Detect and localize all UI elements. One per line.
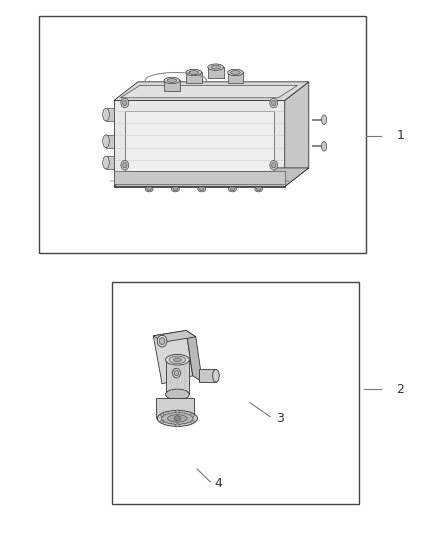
Polygon shape xyxy=(114,171,285,184)
Ellipse shape xyxy=(254,187,262,192)
Ellipse shape xyxy=(198,187,206,192)
Ellipse shape xyxy=(321,115,327,125)
Ellipse shape xyxy=(173,358,181,362)
Polygon shape xyxy=(106,108,114,121)
Ellipse shape xyxy=(256,188,261,191)
Ellipse shape xyxy=(176,424,179,427)
Ellipse shape xyxy=(174,416,180,421)
Ellipse shape xyxy=(173,188,178,191)
Ellipse shape xyxy=(145,187,153,192)
Polygon shape xyxy=(164,80,180,91)
Polygon shape xyxy=(285,82,309,187)
Ellipse shape xyxy=(167,415,187,422)
Text: 4: 4 xyxy=(215,478,223,490)
Ellipse shape xyxy=(208,64,224,70)
Ellipse shape xyxy=(167,78,177,82)
Ellipse shape xyxy=(176,410,179,413)
Ellipse shape xyxy=(166,389,189,400)
Text: 3: 3 xyxy=(276,412,284,425)
Ellipse shape xyxy=(121,98,129,108)
Polygon shape xyxy=(166,360,189,394)
Ellipse shape xyxy=(123,100,127,106)
Ellipse shape xyxy=(159,338,165,344)
Ellipse shape xyxy=(230,188,234,191)
Ellipse shape xyxy=(102,108,110,121)
Ellipse shape xyxy=(270,98,278,108)
Polygon shape xyxy=(106,156,114,169)
Polygon shape xyxy=(114,168,309,187)
Text: 1: 1 xyxy=(396,130,404,142)
Polygon shape xyxy=(186,330,202,382)
Polygon shape xyxy=(114,82,309,100)
Ellipse shape xyxy=(189,70,199,74)
Text: 2: 2 xyxy=(396,383,404,395)
Ellipse shape xyxy=(171,187,180,192)
Polygon shape xyxy=(153,330,196,342)
Polygon shape xyxy=(228,72,244,83)
Ellipse shape xyxy=(186,69,201,76)
Ellipse shape xyxy=(160,420,164,423)
Ellipse shape xyxy=(200,188,204,191)
Ellipse shape xyxy=(229,187,237,192)
Ellipse shape xyxy=(121,160,129,170)
Polygon shape xyxy=(125,111,274,171)
Ellipse shape xyxy=(157,335,167,347)
Ellipse shape xyxy=(321,142,327,151)
Ellipse shape xyxy=(211,66,221,69)
Ellipse shape xyxy=(191,414,194,417)
Bar xyxy=(39,16,366,253)
Ellipse shape xyxy=(123,163,127,168)
Ellipse shape xyxy=(270,160,278,170)
Ellipse shape xyxy=(230,70,240,74)
Bar xyxy=(112,282,359,504)
Polygon shape xyxy=(120,85,297,98)
Ellipse shape xyxy=(166,354,189,365)
Ellipse shape xyxy=(227,69,243,76)
Ellipse shape xyxy=(160,414,164,417)
Polygon shape xyxy=(208,67,224,78)
Polygon shape xyxy=(186,72,202,83)
Polygon shape xyxy=(106,135,114,148)
Ellipse shape xyxy=(173,368,180,378)
Polygon shape xyxy=(114,100,285,187)
Polygon shape xyxy=(153,330,193,384)
Ellipse shape xyxy=(272,163,276,168)
Ellipse shape xyxy=(174,370,179,376)
Ellipse shape xyxy=(272,100,276,106)
Ellipse shape xyxy=(164,77,180,84)
Ellipse shape xyxy=(102,135,110,148)
Ellipse shape xyxy=(212,369,219,382)
Ellipse shape xyxy=(191,420,194,423)
Ellipse shape xyxy=(157,410,198,426)
Polygon shape xyxy=(156,398,194,418)
Polygon shape xyxy=(199,369,216,382)
Ellipse shape xyxy=(147,188,152,191)
Ellipse shape xyxy=(162,413,193,424)
Ellipse shape xyxy=(102,156,110,169)
Ellipse shape xyxy=(169,356,186,364)
